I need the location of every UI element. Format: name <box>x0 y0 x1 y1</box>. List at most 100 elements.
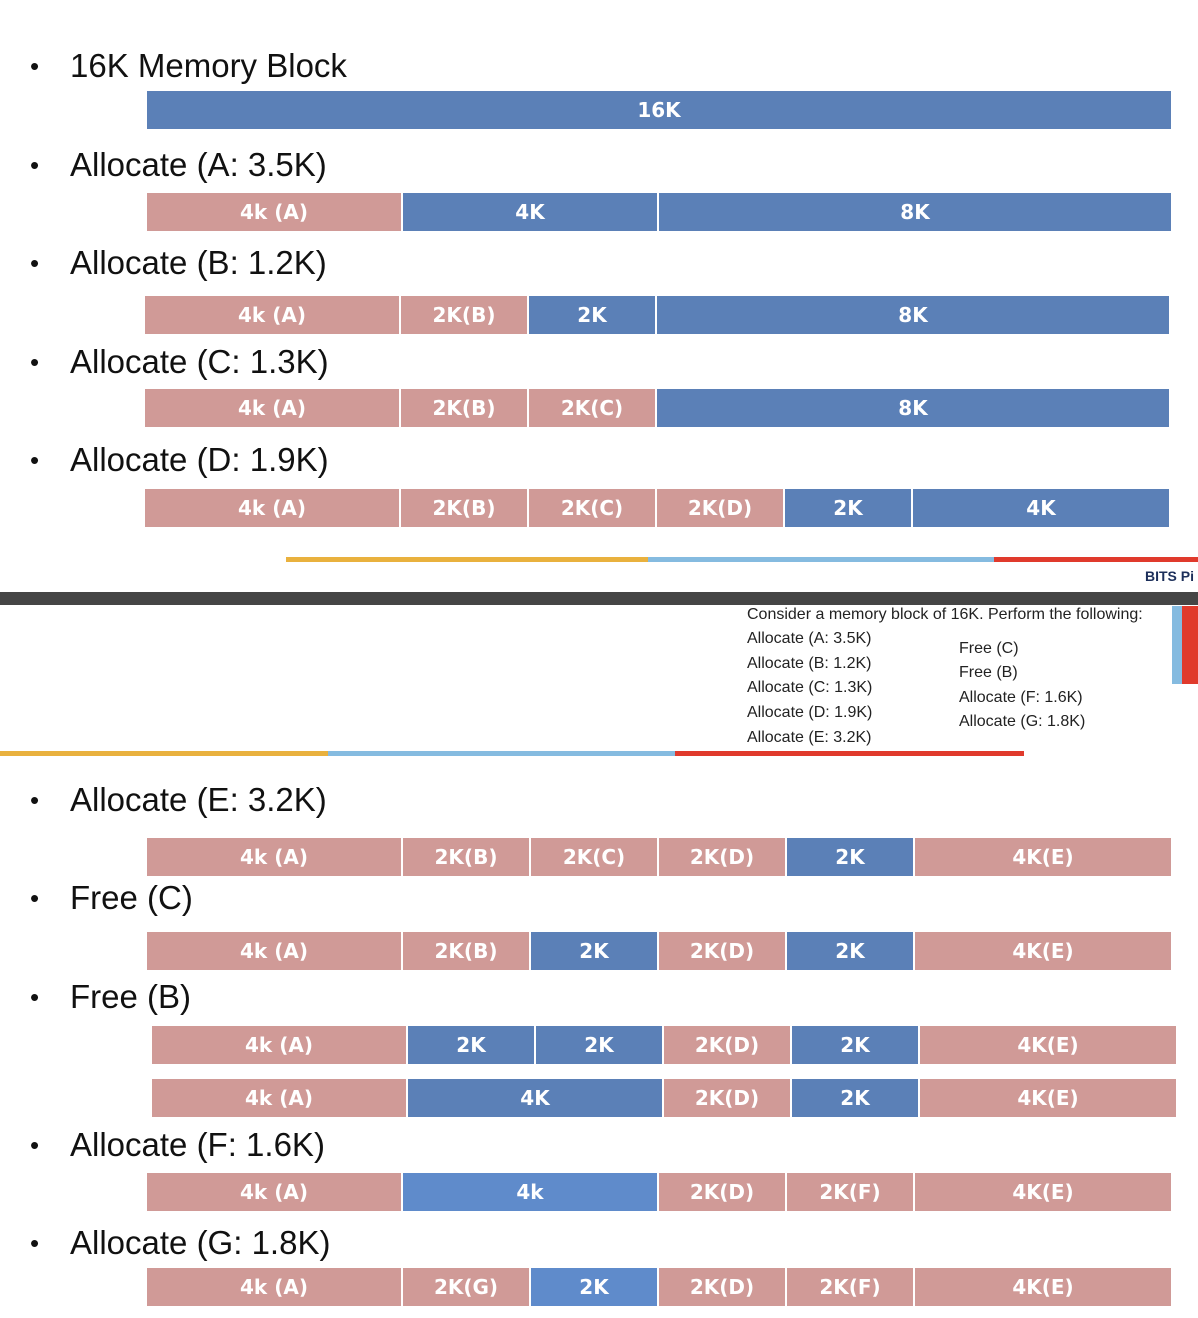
memory-segment: 2K(D) <box>664 1079 792 1117</box>
memory-segment: 4k <box>403 1173 659 1211</box>
accent-stripe-orange <box>286 557 648 562</box>
memory-bar-after-c: 4k (A) 2K(B) 2K(C) 8K <box>145 389 1169 427</box>
task-step: Allocate (E: 3.2K) <box>747 729 872 746</box>
memory-segment: 2K(B) <box>403 932 531 970</box>
memory-segment: 4k (A) <box>152 1026 408 1064</box>
bullet-icon: • <box>30 1227 40 1258</box>
memory-segment: 8K <box>659 193 1171 231</box>
task-step: Allocate (G: 1.8K) <box>959 713 1086 730</box>
brand-text: BITS Pi <box>1145 568 1195 584</box>
memory-segment: 2K(C) <box>529 489 657 527</box>
heading-text: Allocate (C: 1.3K) <box>70 343 329 380</box>
heading-free-c: • Free (C) <box>30 878 193 918</box>
heading-text: Allocate (G: 1.8K) <box>70 1224 331 1261</box>
memory-segment: 2K <box>792 1026 920 1064</box>
memory-segment: 2K <box>785 489 913 527</box>
memory-segment: 2K(D) <box>659 1173 787 1211</box>
memory-segment: 2K <box>408 1026 536 1064</box>
memory-segment: 2K(C) <box>531 838 659 876</box>
task-step: Allocate (D: 1.9K) <box>747 704 873 721</box>
heading-text: Free (C) <box>70 879 193 916</box>
heading-allocate-e: • Allocate (E: 3.2K) <box>30 780 327 820</box>
memory-bar-after-g: 4k (A) 2K(G) 2K 2K(D) 2K(F) 4K(E) <box>147 1268 1171 1306</box>
memory-segment: 4k (A) <box>145 296 401 334</box>
memory-segment: 4k (A) <box>147 838 403 876</box>
memory-segment: 4k (A) <box>145 489 401 527</box>
memory-segment: 2K(F) <box>787 1173 915 1211</box>
memory-segment: 2K(D) <box>659 932 787 970</box>
task-step: Allocate (B: 1.2K) <box>747 655 872 672</box>
memory-segment: 4K(E) <box>915 932 1171 970</box>
heading-text: Allocate (E: 3.2K) <box>70 781 327 818</box>
memory-segment: 2K(D) <box>657 489 785 527</box>
accent-stripe-blue <box>648 557 994 562</box>
memory-bar-after-free-c: 4k (A) 2K(B) 2K 2K(D) 2K 4K(E) <box>147 932 1171 970</box>
bullet-icon: • <box>30 1129 40 1160</box>
memory-segment: 2K(B) <box>401 389 529 427</box>
bullet-icon: • <box>30 346 40 377</box>
accent-stripe-red <box>675 751 1024 756</box>
memory-segment: 4k (A) <box>147 932 403 970</box>
heading-16k-memory-block: • 16K Memory Block <box>30 46 347 86</box>
heading-allocate-d: • Allocate (D: 1.9K) <box>30 440 329 480</box>
bullet-icon: • <box>30 149 40 180</box>
memory-segment: 4K <box>913 489 1169 527</box>
task-step: Free (B) <box>959 664 1018 681</box>
accent-stripe-red <box>994 557 1198 562</box>
memory-segment: 8K <box>657 389 1169 427</box>
task-step: Allocate (F: 1.6K) <box>959 689 1083 706</box>
memory-segment: 4K(E) <box>920 1026 1176 1064</box>
bullet-icon: • <box>30 784 40 815</box>
heading-free-b: • Free (B) <box>30 977 191 1017</box>
memory-segment: 4k (A) <box>147 1173 403 1211</box>
accent-stripe-blue <box>328 751 675 756</box>
heading-allocate-a: • Allocate (A: 3.5K) <box>30 145 327 185</box>
memory-bar-after-free-b: 4k (A) 2K 2K 2K(D) 2K 4K(E) <box>152 1026 1176 1064</box>
heading-text: Allocate (F: 1.6K) <box>70 1126 325 1163</box>
memory-segment: 2K(G) <box>403 1268 531 1306</box>
memory-segment: 2K(D) <box>664 1026 792 1064</box>
bullet-icon: • <box>30 882 40 913</box>
memory-segment: 4K(E) <box>920 1079 1176 1117</box>
heading-text: Free (B) <box>70 978 192 1015</box>
heading-text: Allocate (D: 1.9K) <box>70 441 329 478</box>
side-accent-block <box>1172 606 1198 684</box>
heading-text: Allocate (A: 3.5K) <box>70 146 327 183</box>
memory-segment: 2K <box>787 838 915 876</box>
task-step: Allocate (C: 1.3K) <box>747 679 873 696</box>
bullet-icon: • <box>30 444 40 475</box>
memory-bar-after-d: 4k (A) 2K(B) 2K(C) 2K(D) 2K 4K <box>145 489 1169 527</box>
memory-segment: 4K(E) <box>915 1173 1171 1211</box>
bullet-icon: • <box>30 981 40 1012</box>
task-step: Free (C) <box>959 640 1019 657</box>
memory-bar-initial: 16K <box>147 91 1171 129</box>
task-step: Allocate (A: 3.5K) <box>747 630 872 647</box>
task-title: Consider a memory block of 16K. Perform … <box>747 606 1143 623</box>
bullet-icon: • <box>30 247 40 278</box>
memory-segment: 4k (A) <box>145 389 401 427</box>
heading-allocate-b: • Allocate (B: 1.2K) <box>30 243 327 283</box>
memory-segment: 2K <box>787 932 915 970</box>
memory-segment: 4K <box>408 1079 664 1117</box>
memory-segment: 2K(F) <box>787 1268 915 1306</box>
memory-segment: 2K(C) <box>529 389 657 427</box>
heading-allocate-f: • Allocate (F: 1.6K) <box>30 1125 325 1165</box>
memory-segment: 4k (A) <box>147 193 403 231</box>
heading-allocate-g: • Allocate (G: 1.8K) <box>30 1223 330 1263</box>
memory-bar-after-f: 4k (A) 4k 2K(D) 2K(F) 4K(E) <box>147 1173 1171 1211</box>
memory-bar-after-merge: 4k (A) 4K 2K(D) 2K 4K(E) <box>152 1079 1176 1117</box>
memory-segment: 2K <box>531 1268 659 1306</box>
memory-segment: 2K <box>792 1079 920 1117</box>
memory-segment: 4k (A) <box>147 1268 403 1306</box>
memory-segment: 4K(E) <box>915 1268 1171 1306</box>
memory-segment: 2K(B) <box>401 296 529 334</box>
memory-bar-after-e: 4k (A) 2K(B) 2K(C) 2K(D) 2K 4K(E) <box>147 838 1171 876</box>
memory-segment: 4K <box>403 193 659 231</box>
memory-segment: 2K(B) <box>403 838 531 876</box>
memory-bar-after-b: 4k (A) 2K(B) 2K 8K <box>145 296 1169 334</box>
memory-bar-after-a: 4k (A) 4K 8K <box>147 193 1171 231</box>
heading-text: 16K Memory Block <box>70 47 347 84</box>
bullet-icon: • <box>30 50 40 81</box>
memory-segment: 4K(E) <box>915 838 1171 876</box>
memory-segment: 2K <box>531 932 659 970</box>
